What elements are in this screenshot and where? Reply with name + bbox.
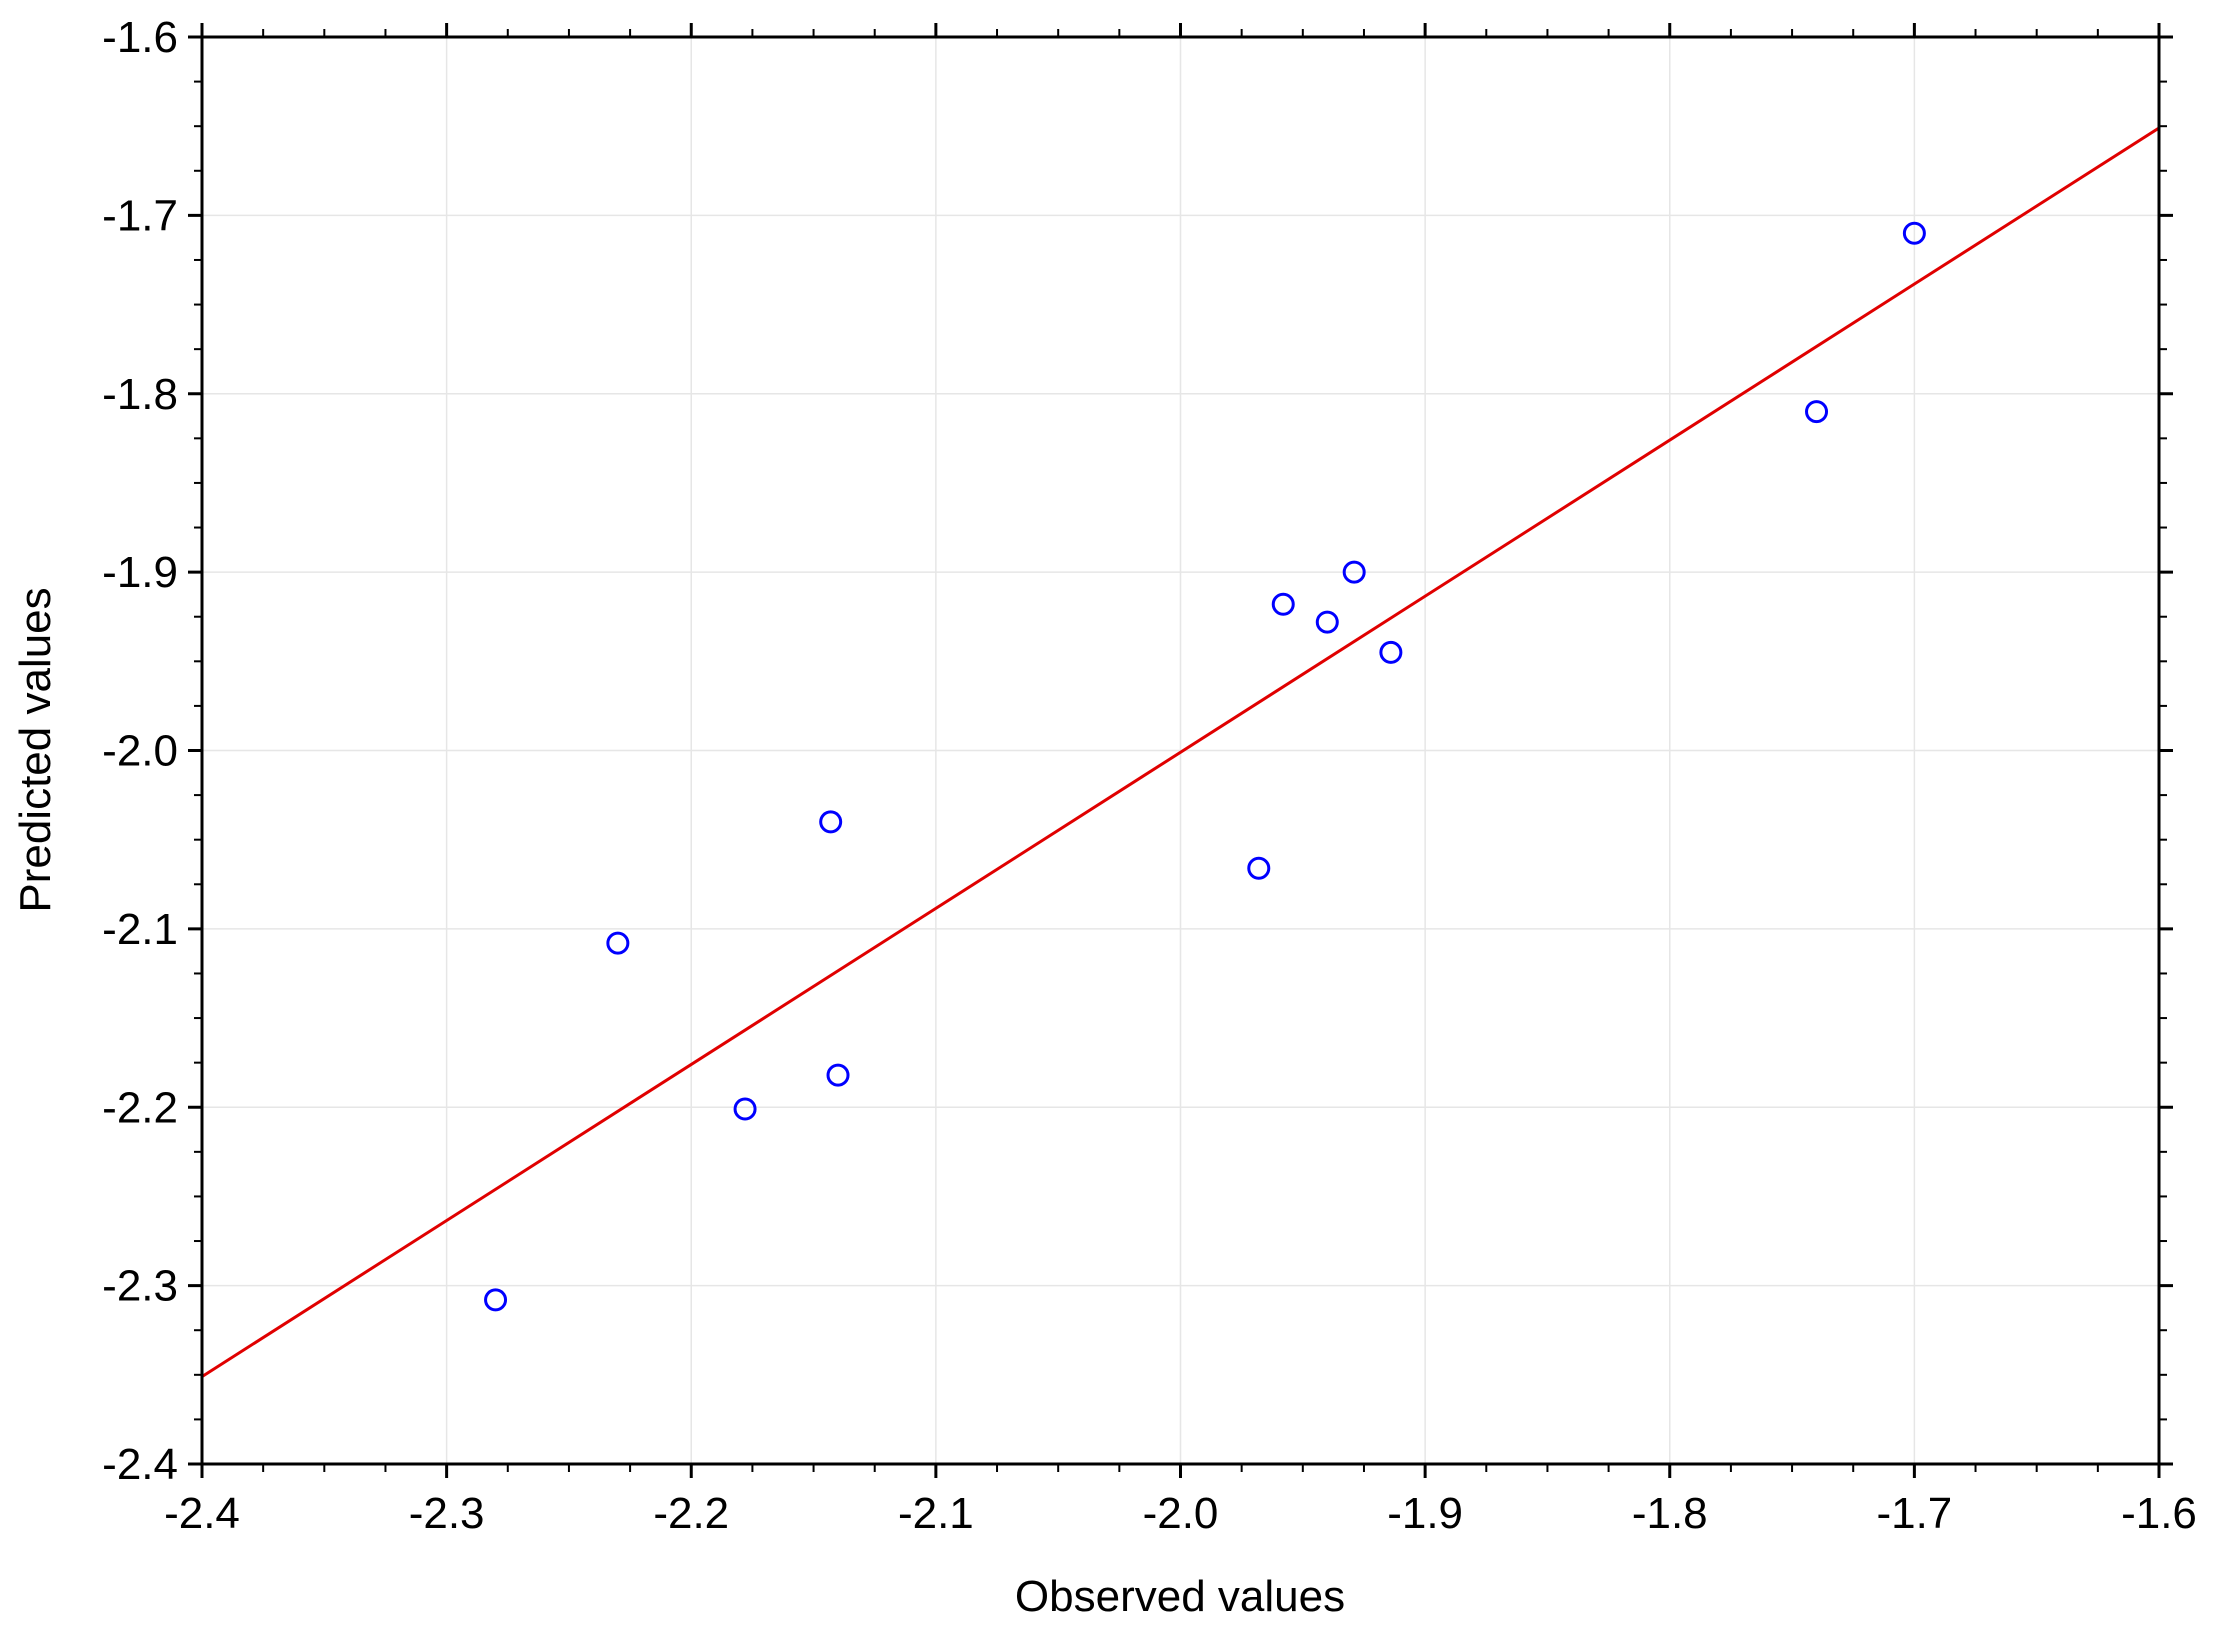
y-tick-label: -1.8 bbox=[102, 370, 178, 419]
grid-lines bbox=[202, 37, 2159, 1464]
y-tick-label: -1.7 bbox=[102, 191, 178, 240]
y-tick-label: -2.1 bbox=[102, 905, 178, 954]
y-tick-label: -2.3 bbox=[102, 1262, 178, 1311]
data-point bbox=[733, 1097, 757, 1121]
x-tick-label: -1.6 bbox=[2121, 1489, 2197, 1538]
data-point bbox=[1247, 856, 1271, 880]
data-points bbox=[484, 221, 1926, 1312]
x-tick-label: -2.4 bbox=[164, 1489, 240, 1538]
y-tick-label: -1.6 bbox=[102, 13, 178, 62]
data-point bbox=[819, 810, 843, 834]
data-point bbox=[1342, 560, 1366, 584]
x-tick-labels: -2.4 -2.3 -2.2 -2.1 -2.0 -1.9 -1.8 -1.7 -1.6 bbox=[164, 1489, 2197, 1538]
data-point bbox=[1902, 221, 1926, 245]
fit-line bbox=[201, 126, 2160, 1378]
axis-ticks bbox=[188, 23, 2173, 1478]
y-tick-label: -1.9 bbox=[102, 548, 178, 597]
x-tick-label: -2.0 bbox=[1143, 1489, 1219, 1538]
x-axis-title: Observed values bbox=[1015, 1572, 1345, 1621]
y-tick-label: -2.0 bbox=[102, 727, 178, 776]
x-tick-label: -2.2 bbox=[653, 1489, 729, 1538]
y-tick-label: -2.2 bbox=[102, 1083, 178, 1132]
data-point bbox=[606, 931, 630, 955]
x-tick-label: -1.9 bbox=[1387, 1489, 1463, 1538]
y-tick-label: -2.4 bbox=[102, 1440, 178, 1489]
x-tick-label: -1.7 bbox=[1876, 1489, 1952, 1538]
x-tick-label: -2.1 bbox=[898, 1489, 974, 1538]
data-point bbox=[1315, 610, 1339, 634]
data-point bbox=[1271, 592, 1295, 616]
fit-line-layer bbox=[201, 126, 2160, 1378]
data-point bbox=[1379, 640, 1403, 664]
data-point bbox=[484, 1288, 508, 1312]
data-point bbox=[1805, 400, 1829, 424]
y-axis-title: Predicted values bbox=[11, 587, 60, 912]
x-tick-label: -2.3 bbox=[409, 1489, 485, 1538]
data-point bbox=[826, 1063, 850, 1087]
y-tick-labels: -1.6 -1.7 -1.8 -1.9 -2.0 -2.1 -2.2 -2.3 -2.4 bbox=[102, 13, 178, 1489]
x-tick-label: -1.8 bbox=[1632, 1489, 1708, 1538]
